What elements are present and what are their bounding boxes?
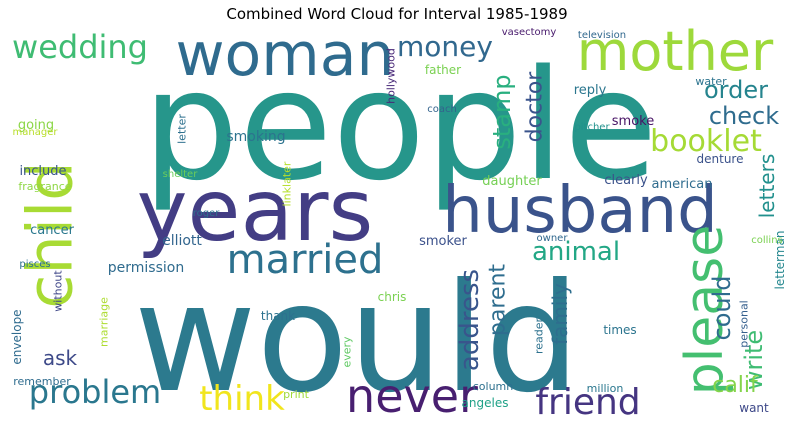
word-print: print bbox=[283, 388, 310, 401]
word-mother: mother bbox=[577, 20, 774, 83]
word-letterman: letterman bbox=[773, 231, 787, 290]
word-order: order bbox=[704, 76, 768, 104]
word-linklater: linklater bbox=[281, 161, 294, 206]
word-calif: calif bbox=[712, 373, 759, 398]
word-doctor: doctor bbox=[523, 71, 548, 143]
word-american: american bbox=[652, 177, 713, 192]
word-pitcher: pitcher bbox=[574, 122, 610, 133]
word-manager: manager bbox=[13, 127, 59, 138]
word-without: without bbox=[52, 270, 65, 312]
word-every: every bbox=[341, 336, 354, 368]
word-stamp: stamp bbox=[488, 74, 516, 149]
word-pisces: pisces bbox=[19, 259, 50, 270]
word-collins: collins bbox=[751, 235, 783, 246]
word-family: family bbox=[548, 283, 572, 345]
word-parent: parent bbox=[486, 264, 511, 336]
word-money: money bbox=[397, 30, 493, 63]
word-people: people bbox=[142, 37, 657, 214]
word-marriage: marriage bbox=[98, 297, 111, 347]
word-write: write bbox=[740, 330, 768, 390]
word-fragrance: fragrance bbox=[18, 180, 71, 193]
word-please: please bbox=[675, 225, 735, 395]
word-think: think bbox=[199, 379, 285, 419]
word-father: father bbox=[425, 63, 461, 77]
word-envelope: envelope bbox=[10, 309, 24, 364]
word-animal: animal bbox=[532, 237, 620, 267]
word-smoking: smoking bbox=[226, 129, 285, 145]
word-smoke: smoke bbox=[612, 114, 654, 129]
word-permission: permission bbox=[108, 260, 184, 276]
word-smoker: smoker bbox=[419, 234, 467, 249]
word-letters: letters bbox=[755, 154, 779, 219]
word-chris: chris bbox=[378, 290, 407, 304]
word-husband: husband bbox=[442, 174, 718, 248]
word-cancer: cancer bbox=[30, 223, 74, 238]
word-million: million bbox=[587, 382, 624, 395]
word-thank: thank bbox=[261, 309, 295, 323]
word-child: child bbox=[14, 161, 87, 308]
word-hollywood: hollywood bbox=[385, 48, 398, 104]
word-angeles: angeles bbox=[462, 396, 509, 410]
word-daughter: daughter bbox=[482, 174, 542, 189]
word-denture: denture bbox=[697, 152, 744, 166]
word-water: water bbox=[695, 75, 727, 88]
word-remember: remember bbox=[13, 375, 71, 388]
word-want: want bbox=[739, 401, 769, 415]
word-clearly: clearly bbox=[604, 173, 648, 188]
word-letter: letter bbox=[176, 114, 189, 144]
word-coach: coach bbox=[427, 104, 457, 115]
word-elliott: elliott bbox=[162, 233, 202, 249]
word-going: going bbox=[18, 118, 54, 133]
word-problem: problem bbox=[29, 373, 161, 411]
word-ask: ask bbox=[43, 346, 78, 370]
word-personal: personal bbox=[738, 300, 751, 348]
word-years: years bbox=[137, 161, 374, 261]
word-could: could bbox=[708, 276, 736, 341]
word-never: never bbox=[346, 369, 478, 423]
word-reply: reply bbox=[574, 83, 607, 98]
word-vasectomy: vasectomy bbox=[502, 27, 557, 38]
word-television: television bbox=[578, 30, 626, 41]
word-woman: woman bbox=[175, 20, 394, 90]
word-times: times bbox=[603, 323, 636, 337]
word-cloud-area bbox=[11, 27, 783, 413]
word-roger: roger bbox=[193, 208, 221, 219]
word-wedding: wedding bbox=[12, 28, 148, 66]
word-owner: owner bbox=[537, 233, 569, 244]
word-column: column bbox=[473, 380, 514, 393]
word-friend: friend bbox=[535, 382, 640, 423]
word-would: would bbox=[134, 252, 580, 426]
word-shelter: shelter bbox=[163, 169, 199, 180]
word-address: address bbox=[455, 269, 485, 371]
word-married: married bbox=[227, 237, 384, 283]
word-include: include bbox=[19, 164, 66, 179]
word-check: check bbox=[709, 102, 779, 130]
chart-title: Combined Word Cloud for Interval 1985-19… bbox=[226, 5, 568, 23]
word-reader: reader bbox=[533, 317, 546, 354]
word-booklet: booklet bbox=[650, 124, 762, 159]
